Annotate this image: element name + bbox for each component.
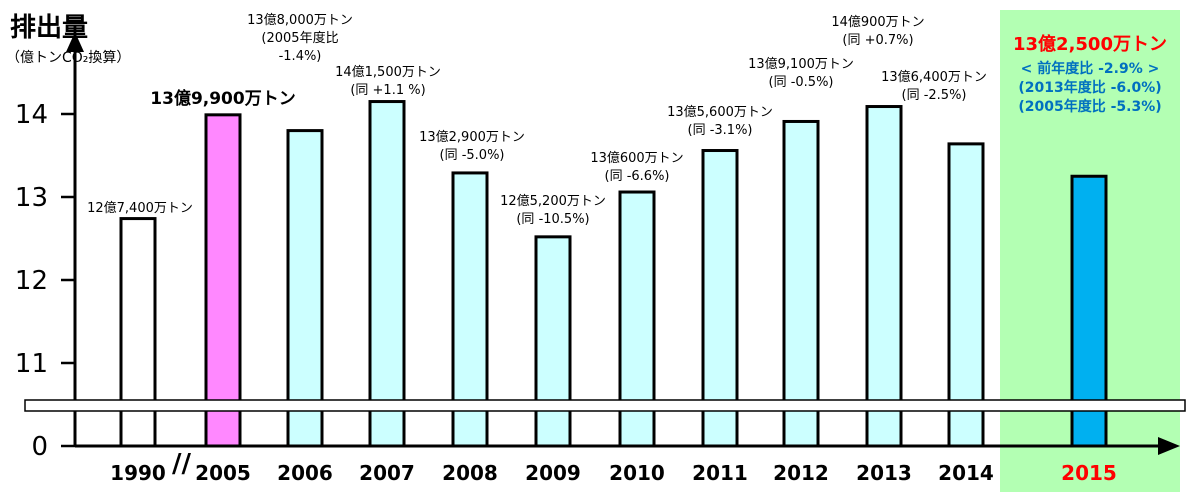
bar-2013 <box>865 105 903 448</box>
x-labels-group: 1990 2005 2006 2007 2008 2009 2010 2011 2012 2013… <box>110 461 1117 485</box>
x-label-2015: 2015 <box>1061 461 1117 485</box>
y-tick-label-11: 11 <box>15 349 48 379</box>
y-axis-unit-label: （億トンCO₂換算） <box>6 50 130 66</box>
bar-2011 <box>701 149 739 448</box>
x-label-2010: 2010 <box>609 461 665 485</box>
x-label-2011: 2011 <box>692 461 748 485</box>
bar-label-2008-line-2: (同 -5.0%) <box>440 148 505 163</box>
x-label-2006: 2006 <box>277 461 333 485</box>
bar-label-2007-line-2: (同 +1.1 %) <box>350 83 425 98</box>
x-label-2005: 2005 <box>195 461 251 485</box>
bar-label-2006-line-2: (2005年度比 <box>261 30 338 46</box>
bar-label-2011-line-2: (同 -3.1%) <box>688 123 753 138</box>
y-axis-arrow-icon <box>66 32 84 52</box>
bar-label-2015-line-2: < 前年度比 -2.9% > <box>1021 60 1160 77</box>
x-label-2014: 2014 <box>938 461 994 485</box>
bar-label-2012-line-2: (同 -0.5%) <box>769 75 834 90</box>
axis-break-mark: // <box>172 449 191 479</box>
bar-label-2010-line-1: 13億600万トン <box>590 150 683 166</box>
bar-label-2009-line-1: 12億5,200万トン <box>500 193 606 209</box>
chart-title: 排出量 <box>10 13 88 43</box>
x-axis-arrow-icon <box>1158 437 1180 455</box>
bar-1990 <box>119 217 157 448</box>
bars-group <box>119 100 1108 448</box>
bar-label-2014-line-2: (同 -2.5%) <box>902 88 967 103</box>
bar-label-2012-line-1: 13億9,100万トン <box>748 56 854 72</box>
bar-label-2006-line-3: -1.4%) <box>279 49 322 64</box>
y-ticks-group: 0 11 12 13 14 <box>15 100 75 462</box>
bar-label-2013-line-1: 14億900万トン <box>831 14 924 30</box>
bar-label-2006-line-1: 13億8,000万トン <box>247 12 353 28</box>
axis-break-band <box>24 399 1186 412</box>
bar-label-2015-line-1: 13億2,500万トン <box>1013 33 1167 55</box>
bar-label-2010-line-2: (同 -6.6%) <box>605 169 670 184</box>
y-tick-label-0: 0 <box>31 432 48 462</box>
bar-2007 <box>368 100 406 448</box>
bar-label-2013-line-2: (同 +0.7%) <box>842 33 913 48</box>
x-label-2012: 2012 <box>773 461 829 485</box>
bar-labels-group: 12億7,400万トン 13億9,900万トン 13億8,000万トン (2005年度… <box>87 12 1167 227</box>
axes-group <box>24 32 1186 455</box>
x-label-2008: 2008 <box>442 461 498 485</box>
x-label-2007: 2007 <box>359 461 415 485</box>
bar-2006 <box>286 129 324 448</box>
bar-2005 <box>204 113 242 448</box>
x-label-1990: 1990 <box>110 461 166 485</box>
bar-label-2007-line-1: 14億1,500万トン <box>335 64 441 80</box>
bar-label-2011-line-1: 13億5,600万トン <box>667 104 773 120</box>
bar-label-1990-line-1: 12億7,400万トン <box>87 200 193 216</box>
bar-label-2014-line-1: 13億6,400万トン <box>881 69 987 85</box>
x-label-2013: 2013 <box>856 461 912 485</box>
bar-2012 <box>782 119 820 448</box>
bar-label-2005-line-1: 13億9,900万トン <box>150 88 295 109</box>
bar-label-2015-line-3: (2013年度比 -6.0%) <box>1018 79 1161 96</box>
bar-label-2008-line-1: 13億2,900万トン <box>419 129 525 145</box>
y-tick-label-12: 12 <box>15 266 48 296</box>
bar-label-2015-line-4: (2005年度比 -5.3%) <box>1018 98 1161 115</box>
x-label-2009: 2009 <box>525 461 581 485</box>
y-tick-label-14: 14 <box>15 100 48 130</box>
bar-2009 <box>534 235 572 448</box>
y-tick-label-13: 13 <box>15 183 48 213</box>
bar-label-2009-line-2: (同 -10.5%) <box>516 212 589 227</box>
